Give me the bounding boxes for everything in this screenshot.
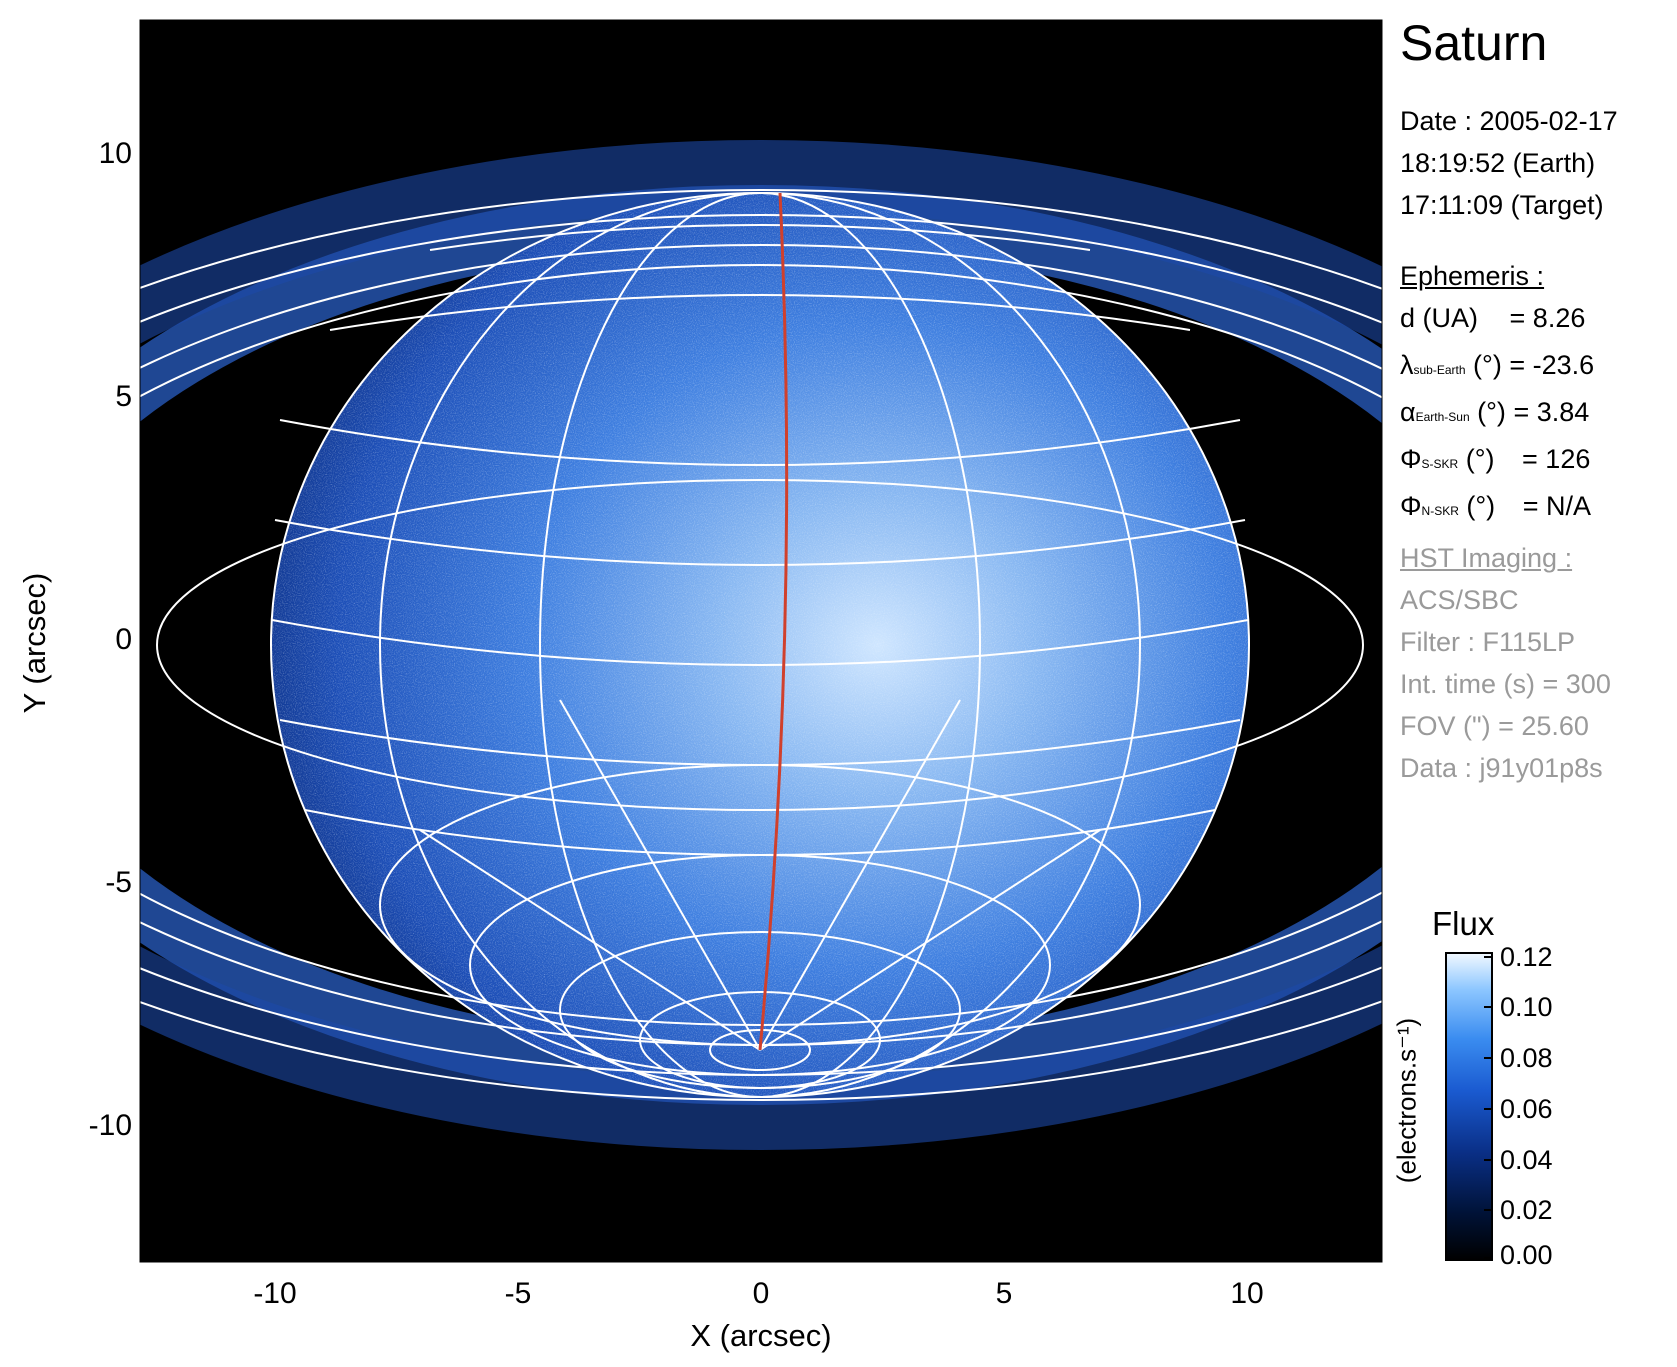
ephemeris-unit: (°) <box>1458 444 1495 474</box>
imaging-line: ACS/SBC <box>1400 585 1519 615</box>
imaging-block: HST Imaging : ACS/SBC Filter : F115LP In… <box>1400 537 1611 789</box>
ephemeris-block: Ephemeris : d (UA) = 8.26 λsub-Earth (°)… <box>1400 255 1594 532</box>
ephemeris-row: ΦS-SKR (°) = 126 <box>1400 438 1594 485</box>
imaging-line: FOV (") = 25.60 <box>1400 711 1589 741</box>
ephemeris-symbol: Φ <box>1400 491 1422 521</box>
ephemeris-unit: (°) <box>1465 350 1502 380</box>
y-tick: -5 <box>105 866 132 899</box>
colorbar-tick: 0.02 <box>1500 1195 1553 1225</box>
date-line: Date : 2005-02-17 <box>1400 106 1618 136</box>
y-tick: -10 <box>88 1109 132 1142</box>
ephemeris-sub: S-SKR <box>1421 457 1459 471</box>
y-tick: 0 <box>115 623 132 656</box>
colorbar-tick: 0.12 <box>1500 942 1553 972</box>
ephemeris-sub: Earth-Sun <box>1415 410 1470 424</box>
ephemeris-row: d (UA) = 8.26 <box>1400 297 1594 344</box>
central-meridian <box>758 192 789 1051</box>
ephemeris-unit: (°) <box>1469 397 1506 427</box>
x-tick: 0 <box>752 1277 770 1310</box>
colorbar-tick: 0.08 <box>1500 1043 1553 1073</box>
imaging-line: Filter : F115LP <box>1400 627 1576 657</box>
x-tick: -10 <box>253 1277 297 1310</box>
colorbar <box>1445 952 1493 1261</box>
ephemeris-row: λsub-Earth (°) = -23.6 <box>1400 344 1594 391</box>
colorbar-tick: 0.04 <box>1500 1145 1553 1175</box>
figure-title: Saturn <box>1400 15 1548 71</box>
x-tick: 5 <box>995 1277 1013 1310</box>
ephemeris-value: = 3.84 <box>1513 397 1590 427</box>
ephemeris-heading: Ephemeris : <box>1400 261 1545 291</box>
ring-b <box>140 140 1382 1150</box>
colorbar-tick: 0.00 <box>1500 1240 1553 1270</box>
x-tick: 10 <box>1230 1277 1264 1310</box>
ephemeris-value: = 8.26 <box>1509 303 1586 333</box>
ephemeris-unit: (°) <box>1458 491 1496 521</box>
ephemeris-row: ΦN-SKR (°) = N/A <box>1400 485 1594 532</box>
ephemeris-row: αEarth-Sun (°) = 3.84 <box>1400 391 1594 438</box>
ephemeris-sub: sub-Earth <box>1413 363 1466 377</box>
disk-noise <box>271 193 1249 1097</box>
ephemeris-value: = -23.6 <box>1509 350 1595 380</box>
colorbar-tick: 0.10 <box>1500 992 1553 1022</box>
lat-lon-grid <box>270 192 1250 1098</box>
y-tick: 5 <box>115 380 132 413</box>
y-tick: 10 <box>98 137 132 170</box>
x-axis-label: X (arcsec) <box>690 1318 832 1353</box>
x-tick: -5 <box>504 1277 532 1310</box>
colorbar-label: (electrons.s⁻¹) <box>1391 1017 1422 1184</box>
ephemeris-symbol: Φ <box>1400 444 1422 474</box>
colorbar-tick: 0.06 <box>1500 1094 1553 1124</box>
date-line: 17:11:09 (Target) <box>1400 190 1604 220</box>
colorbar-title: Flux <box>1432 905 1495 942</box>
x-axis-ticks <box>274 1250 1248 1262</box>
ephemeris-sub: N-SKR <box>1421 504 1459 518</box>
ephemeris-symbol: d (UA) <box>1400 303 1479 333</box>
y-axis-label: Y (arcsec) <box>17 572 52 714</box>
colorbar-ticks <box>1484 956 1492 1259</box>
ephemeris-symbol: α <box>1400 397 1416 427</box>
imaging-line: Data : j91y01p8s <box>1400 753 1603 783</box>
imaging-line: Int. time (s) = 300 <box>1400 669 1611 699</box>
ephemeris-symbol: λ <box>1400 350 1414 380</box>
ephemeris-value: = 126 <box>1522 444 1591 474</box>
date-block: Date : 2005-02-17 18:19:52 (Earth) 17:11… <box>1400 100 1618 226</box>
imaging-heading: HST Imaging : <box>1400 543 1573 573</box>
date-line: 18:19:52 (Earth) <box>1400 148 1596 178</box>
ephemeris-value: = N/A <box>1522 491 1591 521</box>
